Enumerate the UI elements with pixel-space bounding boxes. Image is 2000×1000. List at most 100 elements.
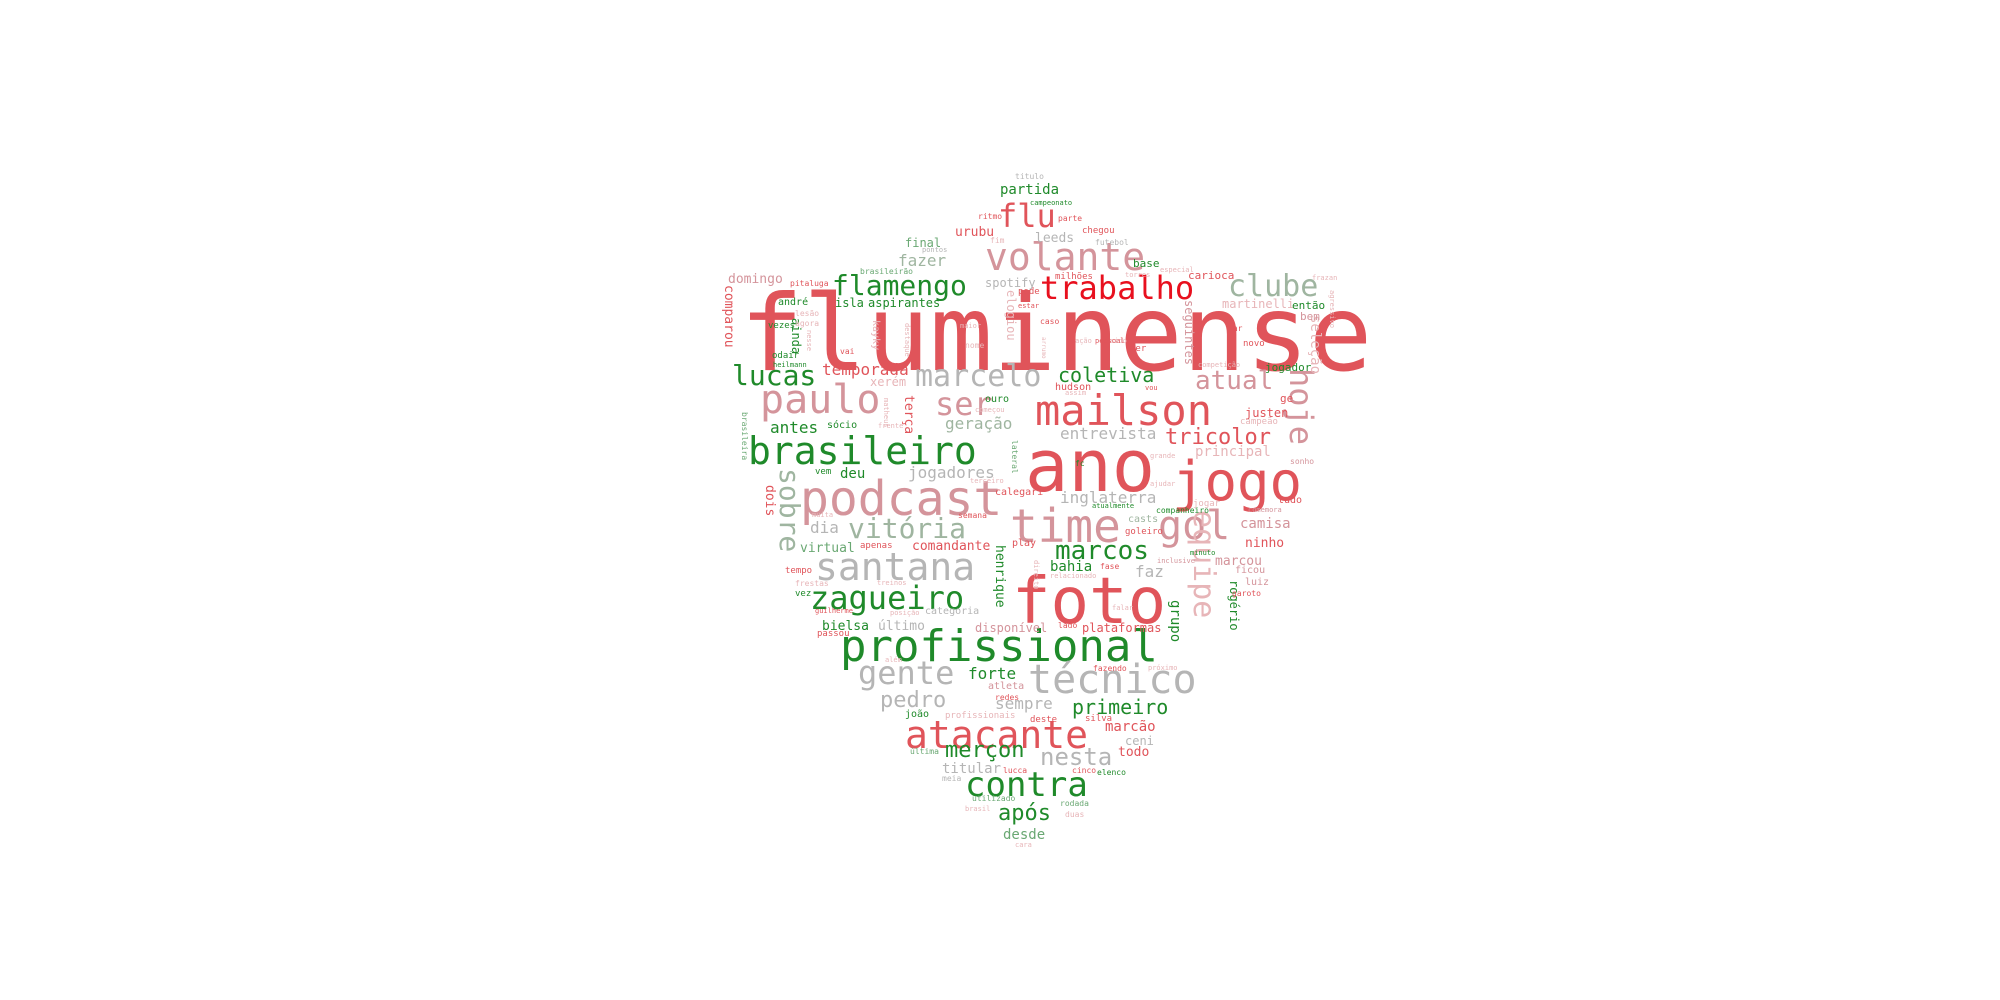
- word-54: grupo: [1167, 600, 1183, 643]
- word-174: fazendo: [1093, 664, 1127, 673]
- word-196: ter: [1130, 344, 1147, 354]
- word-41: geração: [945, 414, 1013, 433]
- word-111: ritmo: [978, 212, 1003, 221]
- word-84: spotify: [985, 276, 1036, 290]
- word-58: comandante: [912, 539, 991, 554]
- word-40: antes: [770, 418, 819, 437]
- word-114: especial: [1160, 266, 1194, 274]
- word-27: marcos: [1055, 536, 1149, 566]
- word-166: campeão: [1240, 417, 1278, 427]
- word-81: elogiou: [1004, 290, 1018, 341]
- word-149: heilmann: [773, 361, 807, 369]
- word-73: ninho: [1245, 536, 1285, 551]
- word-57: deu: [840, 466, 866, 482]
- word-184: campeonato: [1030, 199, 1073, 207]
- word-172: fase: [1100, 562, 1120, 571]
- word-42: entrevista: [1060, 424, 1157, 443]
- word-5: profissional: [840, 621, 1158, 672]
- word-56: bahia: [1050, 559, 1093, 575]
- word-66: titular: [942, 761, 1002, 777]
- word-49: partida: [1000, 182, 1060, 198]
- word-169: inclusive: [1157, 557, 1195, 565]
- word-17: gol: [1158, 503, 1231, 549]
- word-105: odair: [772, 351, 800, 361]
- word-187: brasileirão: [860, 267, 913, 276]
- word-146: brasileira: [740, 412, 749, 461]
- word-167: atualmente: [1092, 502, 1135, 510]
- word-61: último: [878, 619, 925, 634]
- word-137: passou: [817, 629, 850, 639]
- word-6: time: [1010, 499, 1121, 553]
- word-193: destaque: [903, 323, 911, 357]
- word-178: semana: [958, 511, 987, 520]
- word-69: final: [905, 236, 942, 250]
- word-119: sonho: [1290, 457, 1315, 466]
- word-18: marcelo: [915, 359, 1042, 394]
- word-80: plataformas: [1082, 621, 1162, 635]
- word-19: clube: [1228, 269, 1319, 304]
- word-159: competição: [1198, 361, 1241, 369]
- word-148: agora: [795, 319, 820, 328]
- word-130: última: [910, 747, 939, 756]
- word-150: nesse: [805, 330, 813, 352]
- word-33: tricolor: [1165, 425, 1271, 450]
- word-52: marcão: [1105, 719, 1156, 735]
- word-30: sobre: [773, 468, 806, 553]
- word-127: cinco: [1072, 766, 1097, 775]
- word-154: caso: [1040, 317, 1060, 326]
- word-182: estar: [1018, 302, 1040, 310]
- word-180: lateral: [1010, 440, 1019, 474]
- word-59: virtual: [800, 541, 855, 556]
- word-160: vou: [1145, 384, 1158, 392]
- word-151: vai: [840, 347, 855, 356]
- word-143: apenas: [860, 541, 893, 551]
- word-191: direito: [1032, 560, 1040, 590]
- word-8: atacante: [905, 713, 1089, 757]
- word-189: frente: [878, 422, 904, 430]
- word-38: temporada: [822, 360, 909, 379]
- word-39: fazer: [898, 251, 947, 270]
- word-190: começou: [975, 406, 1005, 414]
- word-48: faz: [1135, 562, 1164, 581]
- word-4: podcast: [800, 471, 1003, 527]
- word-31: nesta: [1040, 743, 1113, 771]
- word-179: terceiro: [970, 477, 1004, 485]
- word-7: técnico: [1028, 657, 1197, 703]
- word-147: lesão: [795, 309, 820, 318]
- word-131: utilizado: [972, 794, 1016, 803]
- word-120: atleta: [988, 681, 1025, 692]
- word-45: dia: [810, 518, 839, 537]
- word-34: coletiva: [1058, 363, 1155, 387]
- word-133: rodada: [1060, 799, 1089, 808]
- word-102: ge: [1280, 392, 1294, 405]
- word-89: bem: [1300, 310, 1320, 323]
- word-93: hudson: [1055, 382, 1092, 393]
- word-85: xerém: [870, 375, 907, 389]
- word-161: grande: [1150, 452, 1176, 460]
- word-12: volante: [985, 235, 1146, 279]
- word-170: minuto: [1190, 549, 1216, 557]
- word-88: jogador: [1265, 361, 1312, 374]
- word-63: terça: [901, 395, 916, 435]
- word-192: relacionado: [1050, 572, 1097, 580]
- word-108: milhões: [1055, 272, 1093, 282]
- word-138: frestas: [795, 579, 829, 588]
- word-117: agressivo: [1328, 290, 1336, 328]
- word-24: ser: [935, 385, 993, 423]
- word-68: leeds: [1035, 231, 1075, 246]
- word-22: gente: [858, 654, 955, 692]
- word-165: comemora: [1248, 506, 1282, 514]
- word-77: rogério: [1227, 580, 1241, 631]
- word-144: muita: [812, 511, 834, 519]
- word-28: hoje: [1282, 368, 1320, 446]
- word-11: brasileiro: [748, 429, 977, 473]
- word-185: pontos: [922, 246, 948, 254]
- word-129: meia: [942, 774, 962, 783]
- word-142: posição: [890, 609, 920, 617]
- word-46: forte: [968, 664, 1017, 683]
- word-72: aspirantes: [868, 296, 941, 310]
- word-145: vem: [815, 467, 832, 477]
- word-110: parte: [1058, 214, 1083, 223]
- word-135: cara: [1015, 841, 1032, 849]
